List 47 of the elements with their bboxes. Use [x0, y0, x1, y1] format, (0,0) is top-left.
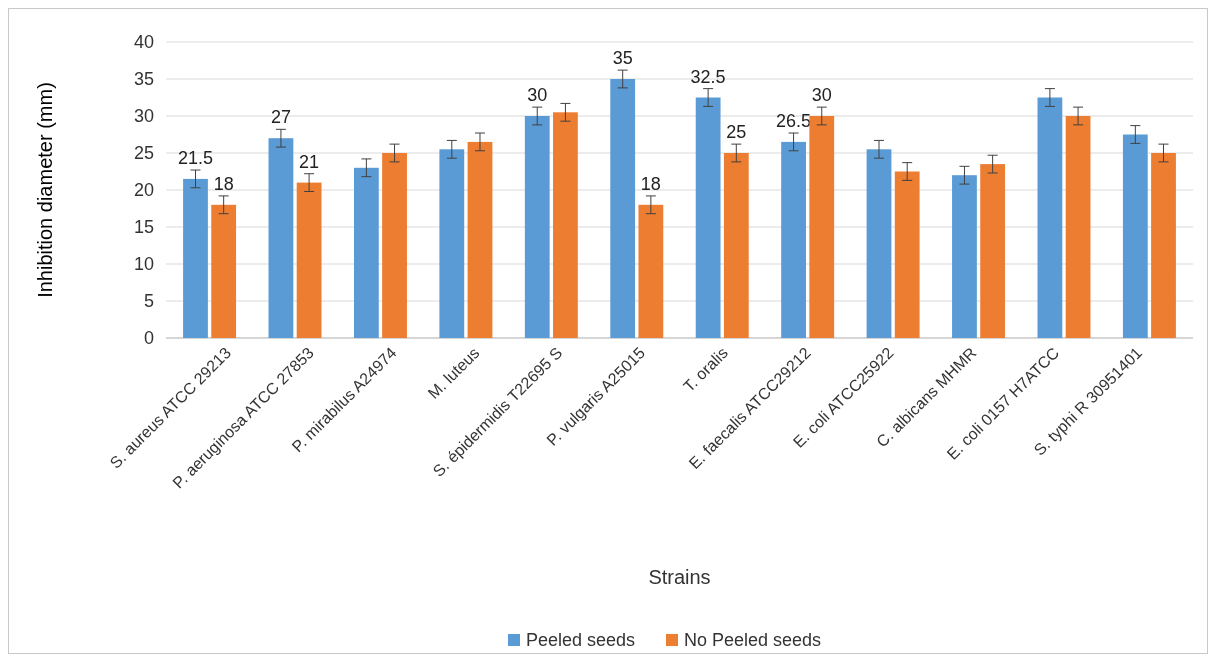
- y-tick-label: 20: [133, 180, 154, 201]
- bar: [467, 141, 493, 338]
- bar: [723, 153, 749, 338]
- bar: [695, 97, 721, 338]
- legend-label: No Peeled seeds: [684, 630, 822, 651]
- bar: [809, 116, 835, 338]
- y-tick-label: 30: [133, 106, 154, 127]
- data-label: 32.5: [690, 66, 726, 87]
- y-tick-label: 40: [133, 32, 154, 53]
- bar: [524, 116, 550, 338]
- bar: [610, 79, 636, 338]
- bar: [866, 149, 892, 338]
- bar: [382, 153, 407, 338]
- y-tick-label: 15: [133, 217, 154, 238]
- bar: [268, 138, 294, 338]
- bar: [952, 175, 977, 338]
- y-tick-label: 10: [133, 254, 154, 275]
- y-tick-label: 0: [143, 328, 154, 349]
- data-label: 27: [270, 107, 291, 128]
- data-label: 21.5: [177, 148, 214, 169]
- data-label: 35: [612, 48, 633, 69]
- y-axis-title: Inhibition diameter (mm): [34, 82, 56, 298]
- bar: [1037, 97, 1063, 338]
- bar: [638, 204, 664, 338]
- bar: [183, 178, 208, 338]
- data-label: 18: [640, 173, 661, 194]
- data-label: 18: [213, 173, 234, 194]
- data-label: 30: [811, 85, 832, 106]
- bar: [353, 167, 379, 338]
- bar: [1065, 116, 1091, 338]
- bar: [439, 149, 465, 338]
- bar: [894, 171, 920, 338]
- bar: [980, 164, 1006, 338]
- legend-label: Peeled seeds: [526, 630, 636, 651]
- y-tick-label: 35: [133, 69, 154, 90]
- bar: [781, 141, 806, 338]
- y-tick-label: 25: [133, 143, 154, 164]
- data-label: 25: [726, 122, 747, 143]
- bar: [1122, 134, 1148, 338]
- y-tick-label: 5: [143, 291, 154, 312]
- bar: [211, 204, 237, 338]
- bar: [553, 112, 578, 338]
- data-label: 21: [299, 151, 320, 172]
- x-axis-title: Strains: [648, 566, 711, 588]
- data-label: 30: [527, 85, 548, 106]
- bar: [296, 182, 322, 338]
- bar: [1151, 153, 1176, 338]
